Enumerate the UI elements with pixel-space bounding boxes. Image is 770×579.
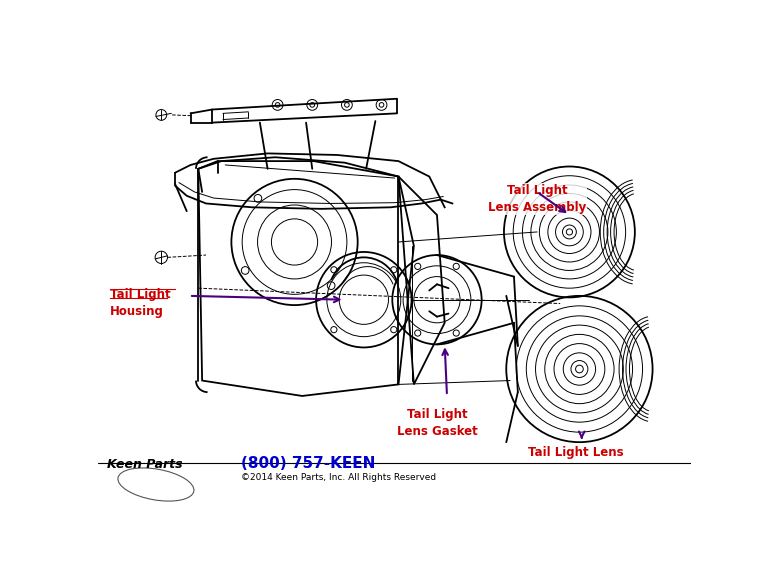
Text: Tail Light
Lens Assembly: Tail Light Lens Assembly — [488, 184, 586, 214]
Text: Keen Parts: Keen Parts — [107, 457, 183, 471]
Text: Tail Light
Lens Gasket: Tail Light Lens Gasket — [397, 408, 477, 438]
Text: Tail Light Lens: Tail Light Lens — [527, 446, 624, 459]
Text: Tail Light
Housing: Tail Light Housing — [109, 288, 170, 318]
Text: (800) 757-KEEN: (800) 757-KEEN — [240, 456, 375, 471]
Text: ©2014 Keen Parts, Inc. All Rights Reserved: ©2014 Keen Parts, Inc. All Rights Reserv… — [240, 473, 436, 482]
